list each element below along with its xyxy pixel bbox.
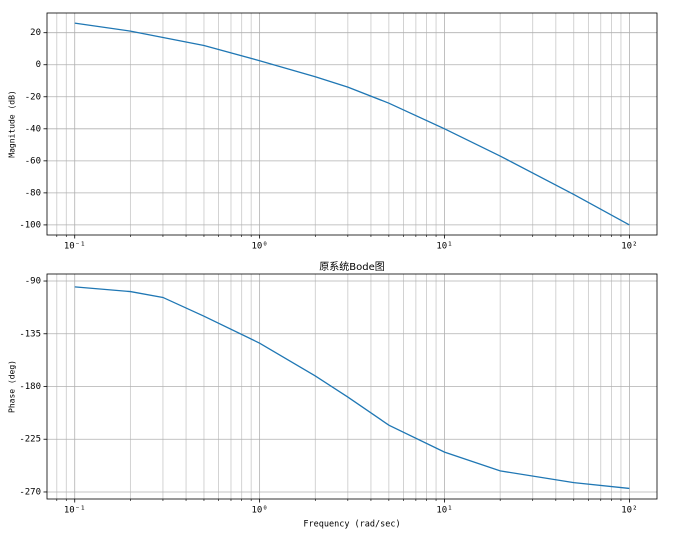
y-tick-label: -40 <box>25 124 41 134</box>
y-tick-label: -60 <box>25 156 41 166</box>
axes-frame <box>46 273 658 500</box>
x-tick-label: 10² <box>621 242 637 252</box>
x-tick-label: 10⁰ <box>251 242 267 252</box>
y-tick-label: 20 <box>30 28 41 38</box>
y-tick-label: -180 <box>19 382 41 392</box>
y-tick-label: -270 <box>19 487 41 497</box>
y-tick-label: -135 <box>19 329 41 339</box>
data-line <box>74 22 630 226</box>
chart-title: 原系统Bode图 <box>319 260 384 273</box>
x-tick-label: 10⁻¹ <box>64 242 86 252</box>
x-tick-label: 10² <box>621 506 637 516</box>
x-tick-label: 10⁰ <box>251 506 267 516</box>
axes-frame <box>46 12 658 236</box>
y-tick-label: -90 <box>25 277 41 287</box>
data-line <box>74 286 630 490</box>
y-tick-label: -80 <box>25 188 41 198</box>
y-tick-label: -225 <box>19 435 41 445</box>
y-tick-label: 0 <box>36 60 41 70</box>
y-axis-label: Phase (deg) <box>8 360 17 413</box>
x-tick-label: 10⁻¹ <box>64 506 86 516</box>
x-tick-label: 10¹ <box>436 242 452 252</box>
y-tick-label: -100 <box>19 220 41 230</box>
x-axis-label: Frequency (rad/sec) <box>303 520 400 530</box>
y-tick-label: -20 <box>25 92 41 102</box>
y-axis-label: Magnitude (dB) <box>8 90 17 157</box>
x-tick-label: 10¹ <box>436 506 452 516</box>
